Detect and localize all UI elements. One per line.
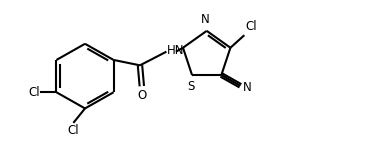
Text: N: N xyxy=(243,81,252,94)
Text: O: O xyxy=(137,89,146,102)
Text: S: S xyxy=(188,80,195,93)
Text: Cl: Cl xyxy=(245,20,257,33)
Text: Cl: Cl xyxy=(67,124,79,137)
Text: Cl: Cl xyxy=(29,86,40,99)
Text: N: N xyxy=(201,13,210,26)
Text: HN: HN xyxy=(167,44,185,57)
